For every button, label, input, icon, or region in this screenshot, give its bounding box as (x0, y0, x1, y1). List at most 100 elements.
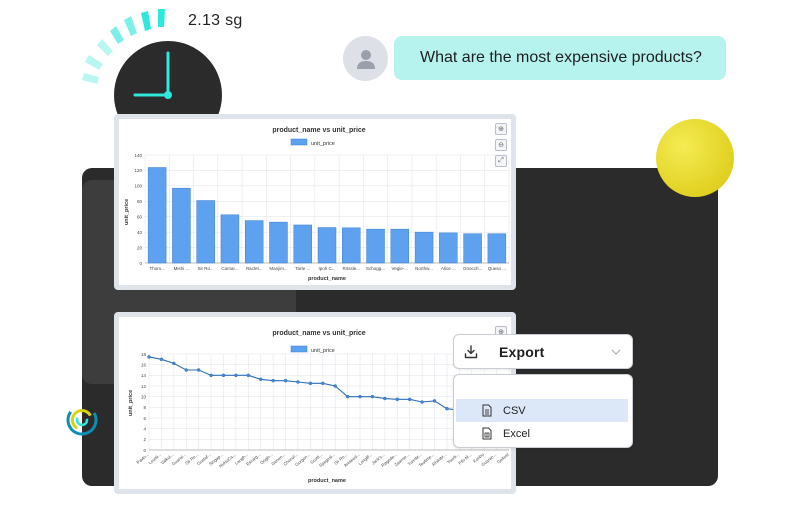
x-tick-label: Geitost (496, 451, 510, 464)
point-18 (358, 394, 362, 399)
user-icon (356, 49, 375, 69)
y-tick-label: 18 (141, 352, 147, 357)
line-chart: product_name vs unit_price unit_price un… (128, 330, 511, 484)
point-3 (172, 361, 176, 366)
y-tick-label: 0 (143, 448, 146, 453)
y-tick-label: 8 (143, 405, 146, 410)
y-tick-label: 140 (134, 153, 142, 158)
point-10 (258, 377, 263, 382)
y-tick-label: 10 (141, 394, 147, 399)
fullscreen-button[interactable]: ⤢ (495, 155, 507, 167)
bar-5 (244, 220, 264, 264)
y-axis-label: unit_price (128, 390, 134, 416)
export-option-csv[interactable]: CSV (456, 399, 628, 422)
point-7 (221, 373, 226, 378)
bar-11 (390, 228, 410, 264)
y-axis-label: unit_price (124, 199, 130, 225)
point-25 (445, 406, 449, 411)
y-tick-label: 120 (134, 168, 142, 173)
point-21 (395, 397, 400, 402)
y-tick-label: 60 (137, 215, 143, 220)
legend-swatch (290, 138, 308, 146)
user-message-text: What are the most expensive products? (420, 49, 702, 66)
x-tick-label: Thom... (150, 266, 165, 271)
y-tick-label: 14 (141, 373, 147, 378)
point-4 (184, 368, 188, 372)
x-tick-label: Louisi... (147, 452, 162, 465)
x-tick-label: Rössle... (343, 266, 361, 271)
user-message-bubble: What are the most expensive products? (394, 36, 726, 80)
user-avatar (343, 36, 388, 81)
export-option-csv-label: CSV (503, 404, 526, 417)
point-24 (432, 399, 437, 403)
export-menu: CSV Excel (453, 374, 633, 448)
y-tick-label: 100 (134, 184, 142, 189)
x-tick-label: Carnar... (221, 266, 238, 271)
x-tick-label: Northw... (415, 266, 433, 271)
y-tick-label: 0 (139, 261, 142, 266)
point-8 (234, 373, 238, 378)
bar-chart-card: product_name vs unit_price unit_price un… (114, 114, 516, 290)
x-tick-label: Ipoh C... (318, 266, 335, 271)
point-14 (308, 381, 313, 386)
x-tick-label: Schogg... (366, 266, 385, 271)
point-5 (196, 368, 201, 372)
x-tick-label: Mishi ... (174, 266, 190, 271)
y-tick-label: 20 (137, 245, 143, 250)
x-tick-label: Alice ... (441, 266, 456, 271)
zoom-in-button[interactable]: ⊕ (495, 123, 507, 135)
point-9 (246, 373, 251, 378)
line-chart-card: product_name vs unit_price unit_price un… (114, 312, 516, 494)
bar-14 (463, 233, 482, 264)
export-option-excel[interactable]: Excel (456, 422, 628, 445)
bar-13 (439, 232, 458, 264)
point-23 (420, 400, 424, 404)
x-tick-label: Longlif... (357, 452, 373, 466)
csv-file-icon (482, 404, 492, 417)
x-tick-label: Manjim... (269, 266, 287, 271)
x-tick-label: Raclet... (246, 266, 263, 271)
point-16 (333, 384, 337, 388)
bar-6 (269, 221, 288, 264)
chart-title: product_name vs unit_price (272, 330, 365, 337)
point-13 (296, 380, 300, 384)
x-tick-label: Filo M... (457, 452, 472, 466)
chevron-down-icon (611, 349, 621, 355)
loading-spinner-icon (66, 404, 98, 436)
point-6 (209, 373, 213, 378)
response-time-label: 2.13 sg (188, 12, 243, 29)
bar-1 (147, 167, 167, 264)
legend-swatch (290, 345, 308, 353)
y-tick-label: 2 (143, 437, 146, 442)
point-1 (147, 355, 151, 359)
export-button-label: Export (499, 343, 545, 360)
bar-7 (293, 224, 312, 264)
x-tick-label: Queso ... (488, 266, 506, 271)
yellow-ball-decoration (656, 119, 734, 197)
y-tick-label: 16 (141, 362, 147, 367)
bar-2 (172, 187, 191, 264)
bar-9 (342, 227, 361, 264)
chart-title: product_name vs unit_price (272, 127, 365, 134)
export-button[interactable]: Export (453, 334, 633, 369)
point-22 (407, 397, 412, 402)
x-tick-label: Sir Ro... (198, 266, 214, 271)
point-20 (383, 396, 387, 401)
bar-10 (366, 228, 385, 264)
bar-3 (196, 200, 215, 264)
point-19 (370, 394, 375, 399)
x-axis-label: product_name (308, 276, 346, 282)
excel-file-icon (482, 427, 492, 440)
x-tick-label: Gnocch... (463, 266, 482, 271)
point-2 (159, 357, 164, 362)
legend-label: unit_price (311, 348, 335, 354)
zoom-out-button[interactable]: ⊖ (495, 139, 507, 151)
y-tick-label: 12 (141, 384, 147, 389)
bar-15 (487, 233, 507, 264)
point-15 (321, 381, 325, 386)
bar-4 (220, 214, 240, 264)
point-11 (271, 378, 275, 383)
point-17 (345, 394, 350, 399)
x-axis-label: product_name (308, 478, 346, 484)
series-line-unit-price (148, 356, 510, 438)
